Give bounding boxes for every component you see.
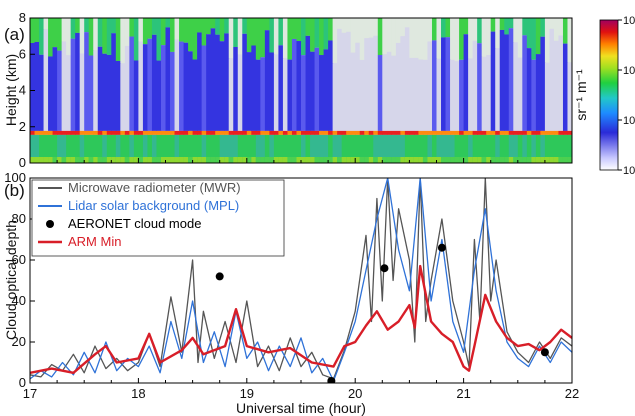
panel-b-y-tick-label: 20	[12, 334, 26, 349]
colorbar	[599, 19, 619, 171]
panel-b-y-axis: 0 20 40 60 80 100	[4, 170, 35, 390]
series-line-3	[30, 264, 572, 374]
aeronet-point-4	[540, 348, 549, 357]
legend: Microwave radiometer (MWR) Lidar solar ba…	[31, 179, 285, 257]
aeronet-point-0	[215, 272, 224, 281]
panel-b-y-tick-label: 0	[19, 375, 26, 390]
colorbar-tick-label: 10-6	[623, 113, 635, 127]
panel-b-x-tick-label: 18	[131, 386, 145, 401]
legend-entry-3: ARM Min	[68, 234, 121, 249]
panel-a-y-tick-label: 2	[19, 119, 26, 134]
panel-a-x-ticks	[29, 158, 573, 163]
legend-box	[31, 179, 285, 257]
panel-b-x-tick-label: 17	[23, 386, 37, 401]
panel-a-y-tick-label: 0	[19, 155, 26, 170]
aeronet-point-2	[380, 264, 389, 273]
colorbar-tick-label: 10-5	[623, 63, 635, 77]
series-line-1	[30, 178, 572, 382]
legend-entry-0: Microwave radiometer (MWR)	[68, 180, 241, 195]
panel-b-y-tick-label: 60	[12, 252, 26, 267]
legend-swatch-2	[46, 220, 54, 228]
panel-b-x-tick-label: 20	[348, 386, 362, 401]
panel-b-x-tick-label: 19	[240, 386, 254, 401]
panel-a-label: (a)	[4, 25, 25, 44]
panel-a-y-label: Height (km)	[3, 54, 19, 126]
colorbar-ticks: 10-4 10-5 10-6 10-7	[618, 13, 635, 177]
panel-b-x-tick-label: 21	[456, 386, 470, 401]
panel-b-y-label: Cloud optical depth	[3, 220, 19, 340]
panel-b-x-axis: 17 18 19 20 21 22	[23, 378, 579, 401]
panel-a-y-tick-label: 6	[19, 46, 26, 61]
legend-entry-2: AERONET cloud mode	[68, 216, 201, 231]
panel-a-y-tick-label: 4	[19, 83, 26, 98]
aeronet-point-1	[327, 376, 336, 383]
backscatter-heatmap	[30, 18, 572, 163]
panel-a-y-axis: 0 2 4 6 8	[19, 10, 35, 170]
panel-b-y-tick-label: 40	[12, 293, 26, 308]
panel-b-y-tick-label: 100	[4, 170, 26, 185]
panel-b-label: (b)	[4, 181, 25, 200]
panel-b-y-tick-label: 80	[12, 211, 26, 226]
series-line-0	[30, 178, 572, 380]
colorbar-label: sr⁻¹ m⁻¹	[573, 69, 589, 121]
panel-b-plot-area	[30, 178, 572, 383]
colorbar-tick-label: 10-7	[623, 163, 635, 177]
legend-entry-1: Lidar solar background (MPL)	[68, 198, 239, 213]
panel-a-y-tick-label: 8	[19, 10, 26, 25]
panel-b-x-label: Universal time (hour)	[236, 400, 366, 416]
colorbar-tick-label: 10-4	[623, 13, 635, 27]
panel-b-x-tick-label: 22	[565, 386, 579, 401]
aeronet-point-3	[437, 243, 446, 252]
